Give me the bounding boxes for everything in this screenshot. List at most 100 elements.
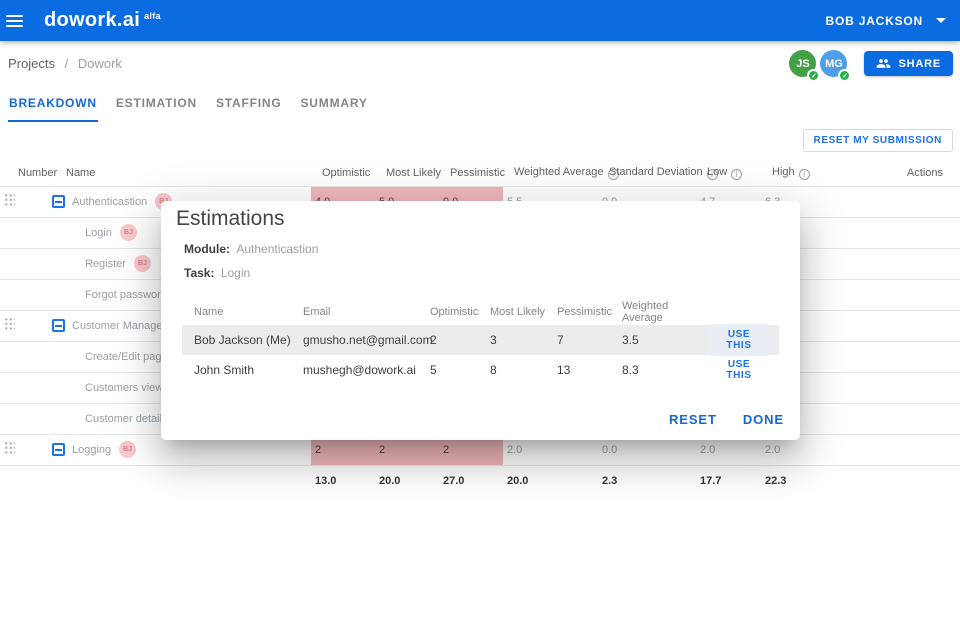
drag-handle-icon[interactable] [4,317,15,331]
reset-button[interactable]: RESET [668,412,717,427]
estimate-optimistic: 5 [430,363,437,377]
estimator-badge: BJ [133,255,151,272]
total-pessimistic: 27.0 [443,474,465,487]
cell-standard-deviation: 0.0 [602,443,618,456]
share-button[interactable]: SHARE [864,51,953,76]
total-standard-deviation: 2.3 [602,474,618,487]
estimations-table-body: Bob Jackson (Me) gmusho.net@gmail.com 2 … [182,324,779,385]
col-optimistic: Optimistic [322,166,371,179]
total-most-likely: 20.0 [379,474,401,487]
estimate-weighted-average: 3.5 [622,333,639,347]
cell-actions [825,372,960,403]
task-value: Login [220,266,251,280]
col-optimistic: Optimistic [430,306,479,318]
drag-handle-icon[interactable] [4,193,15,207]
module-line: Module: Authenticastion [184,242,318,256]
cell-actions [825,310,960,341]
app-bar: dowork.ai alfa BOB JACKSON [0,0,960,41]
chevron-down-icon [936,18,946,23]
task-line: Task: Login [184,266,250,280]
cell-actions [825,279,960,310]
estimation-row: John Smith mushegh@dowork.ai 5 8 13 8.3 … [182,355,779,385]
total-optimistic: 13.0 [315,474,337,487]
col-weighted-average: Weighted Average [622,300,669,324]
collapse-icon[interactable] [52,195,65,208]
avatar-initials: JS [796,57,810,70]
info-icon[interactable]: i [731,168,743,180]
app-logo: dowork.ai alfa [44,9,161,32]
task-label: Task: [184,266,215,280]
cell-actions [825,186,960,217]
avatar-js[interactable]: JS ✓ [789,50,821,82]
cell-actions [825,341,960,372]
estimation-row: Bob Jackson (Me) gmusho.net@gmail.com 2 … [182,324,779,356]
estimator-badge: BJ [119,441,137,458]
user-name: BOB JACKSON [825,13,923,28]
col-email: Email [303,306,331,318]
estimations-header-row: Name Email Optimistic Most Likely Pessim… [182,299,779,325]
totals-row: 13.0 20.0 27.0 20.0 2.3 17.7 22.3 [0,465,960,496]
cell-actions [825,248,960,279]
cell-actions [825,434,960,465]
info-icon[interactable]: i [798,168,810,180]
estimate-most-likely: 8 [490,363,497,377]
estimate-most-likely: 3 [490,333,497,347]
breadcrumb-separator: / [64,56,69,71]
tab-staffing[interactable]: STAFFING [215,96,282,110]
use-this-button[interactable]: USE THIS [709,354,769,386]
logo-text: dowork.ai [44,9,141,31]
cell-actions [825,403,960,434]
table-header-row: Number Name Optimistic Most Likely Pessi… [0,160,960,186]
col-name: Name [194,306,224,318]
cell-high: 2.0 [765,443,781,456]
tab-bar: BREAKDOWN ESTIMATION STAFFING SUMMARY [8,90,386,122]
submitted-check-icon: ✓ [838,69,852,82]
breadcrumb-projects-link[interactable]: Projects [8,56,55,71]
breadcrumb-current: Dowork [77,56,122,71]
reset-my-submission-button[interactable]: RESET MY SUBMISSION [802,129,953,152]
col-name: Name [66,166,96,179]
cell-low: 2.0 [700,443,716,456]
tab-breakdown[interactable]: BREAKDOWN [8,90,98,122]
estimator-email: gmusho.net@gmail.com [303,333,433,347]
estimator-name: John Smith [194,363,255,377]
use-this-button[interactable]: USE THIS [709,324,769,356]
share-label: SHARE [898,57,941,70]
total-weighted-average: 20.0 [507,474,529,487]
estimations-table: Name Email Optimistic Most Likely Pessim… [182,299,779,385]
col-actions: Actions [906,166,943,179]
total-low: 17.7 [700,474,722,487]
estimator-email: mushegh@dowork.ai [303,363,416,377]
breadcrumb: Projects / Dowork [8,56,122,71]
cell-actions [825,217,960,248]
col-pessimistic: Pessimistic [557,306,613,318]
info-icon[interactable]: i [706,168,718,180]
tab-summary[interactable]: SUMMARY [300,96,368,110]
info-icon[interactable]: i [607,168,619,180]
total-high: 22.3 [765,474,787,487]
row-name: Logging [72,443,112,456]
estimator-badge: BJ [119,224,137,241]
cell-weighted-average: 2.0 [507,443,523,456]
estimations-dialog: Estimations Module: Authenticastion Task… [161,201,800,440]
submitted-check-icon: ✓ [807,69,821,82]
user-account-menu[interactable]: BOB JACKSON [826,14,946,28]
dialog-title: Estimations [176,207,285,230]
row-name: Create/Edit page [85,350,168,363]
col-high: High i [761,160,825,186]
col-standard-deviation: Standard Deviation i [598,160,718,186]
drag-handle-icon[interactable] [4,441,15,455]
estimate-pessimistic: 7 [557,333,564,347]
collapse-icon[interactable] [52,319,65,332]
col-number: Number [18,166,58,179]
module-value: Authenticastion [236,242,319,256]
row-name: Forgot password [85,288,167,301]
tab-estimation[interactable]: ESTIMATION [115,96,197,110]
avatar-mg[interactable]: MG ✓ [820,50,852,82]
hamburger-menu-icon[interactable] [6,14,23,27]
done-button[interactable]: DONE [742,412,784,427]
estimator-name: Bob Jackson (Me) [194,333,291,347]
collapse-icon[interactable] [52,443,65,456]
estimate-weighted-average: 8.3 [622,363,639,377]
